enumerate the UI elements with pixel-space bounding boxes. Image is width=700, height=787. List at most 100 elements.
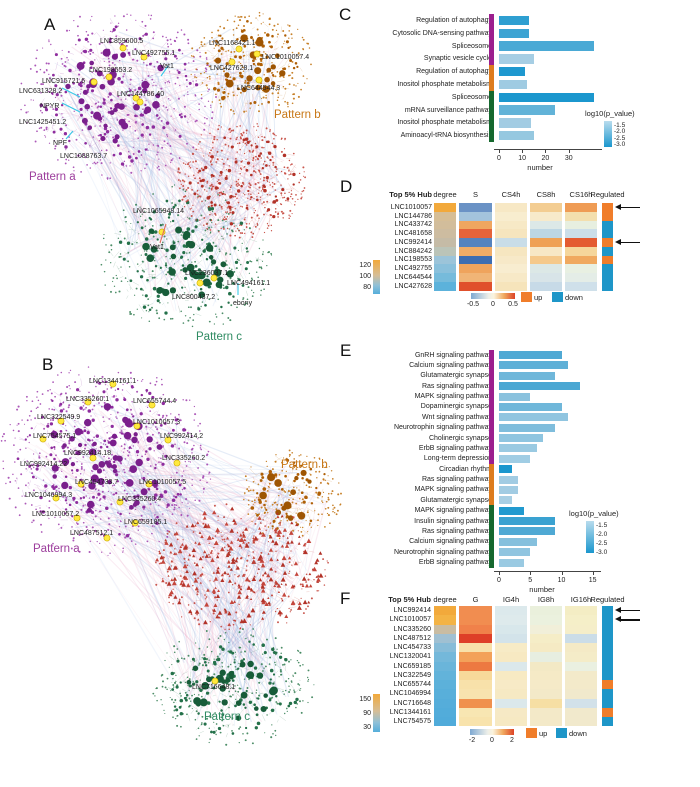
network-node (276, 503, 279, 506)
network-node (178, 134, 182, 138)
network-edge (87, 435, 274, 691)
network-edge (111, 91, 114, 94)
gene-label: LNC631328.2 (19, 88, 62, 95)
network-node (238, 741, 240, 744)
network-node (267, 208, 271, 212)
network-node (215, 730, 217, 732)
network-edge (134, 487, 295, 554)
network-node (137, 440, 139, 443)
network-node (107, 517, 110, 520)
network-edge (199, 200, 202, 208)
network-node (30, 468, 33, 470)
network-edge (186, 463, 245, 546)
network-edge (133, 418, 225, 650)
network-edge (275, 607, 282, 610)
network-node (108, 418, 111, 420)
network-node (54, 145, 57, 148)
network-node (197, 271, 206, 280)
network-node (118, 255, 121, 259)
network-node (125, 44, 128, 47)
network-node (217, 298, 220, 301)
network-node (250, 36, 253, 39)
network-node (156, 167, 159, 169)
network-node (123, 451, 125, 453)
network-edge (115, 34, 123, 39)
network-node (313, 684, 315, 686)
network-node (160, 378, 163, 381)
network-edge (99, 69, 232, 266)
network-node (229, 319, 232, 322)
network-node (126, 13, 128, 15)
network-edge (50, 130, 52, 132)
network-node (16, 408, 19, 411)
network-node (219, 653, 221, 655)
network-node (130, 222, 132, 225)
network-node (236, 227, 239, 230)
network-node (64, 392, 67, 395)
network-node (280, 652, 282, 655)
network-node (217, 192, 219, 194)
network-edge (163, 108, 271, 191)
network-edge (132, 88, 138, 96)
network-node (48, 90, 50, 93)
network-node (221, 661, 223, 664)
network-node (276, 702, 279, 705)
network-node (192, 161, 194, 163)
network-edge (246, 228, 248, 230)
network-node (213, 658, 215, 660)
network-edge (52, 100, 147, 290)
network-node (91, 418, 95, 422)
network-edge (120, 190, 229, 259)
network-node (327, 514, 330, 517)
network-node (147, 304, 150, 307)
network-node (240, 15, 242, 17)
network-node (306, 676, 309, 679)
network-node (302, 38, 305, 41)
network-node (255, 512, 257, 515)
network-node (254, 64, 256, 66)
network-node (113, 285, 116, 287)
network-node (26, 419, 29, 422)
network-node (300, 454, 302, 456)
network-node (140, 514, 143, 517)
network-edge (66, 96, 182, 284)
network-node (265, 508, 268, 511)
network-node (206, 76, 209, 79)
network-edge (161, 439, 164, 443)
network-node (259, 57, 263, 61)
network-edge (165, 125, 167, 129)
network-node (102, 443, 105, 445)
network-node (160, 699, 162, 701)
network-node (214, 186, 219, 190)
network-node (226, 158, 229, 160)
network-node (302, 48, 305, 51)
network-node (210, 263, 213, 266)
network-node (167, 282, 170, 285)
network-edge (59, 75, 159, 264)
network-node (124, 277, 127, 279)
network-node (104, 284, 106, 286)
network-node (188, 689, 190, 692)
network-edge (246, 40, 253, 44)
network-edge (131, 212, 139, 219)
network-node (194, 499, 196, 501)
network-node (206, 117, 208, 120)
network-node (299, 700, 301, 703)
network-node (210, 161, 212, 164)
network-edge (100, 110, 104, 113)
network-node (217, 128, 220, 131)
network-edge (102, 58, 264, 83)
network-edge (136, 433, 208, 573)
network-node (253, 88, 256, 90)
network-edge (62, 475, 66, 480)
network-node (229, 277, 232, 280)
network-edge (141, 130, 163, 217)
network-node (283, 43, 285, 45)
network-node (257, 34, 260, 36)
network-edge (179, 572, 277, 696)
network-node (82, 89, 88, 95)
network-node (185, 698, 188, 702)
network-edge (194, 195, 197, 201)
network-node (99, 133, 102, 137)
network-node (139, 275, 144, 279)
